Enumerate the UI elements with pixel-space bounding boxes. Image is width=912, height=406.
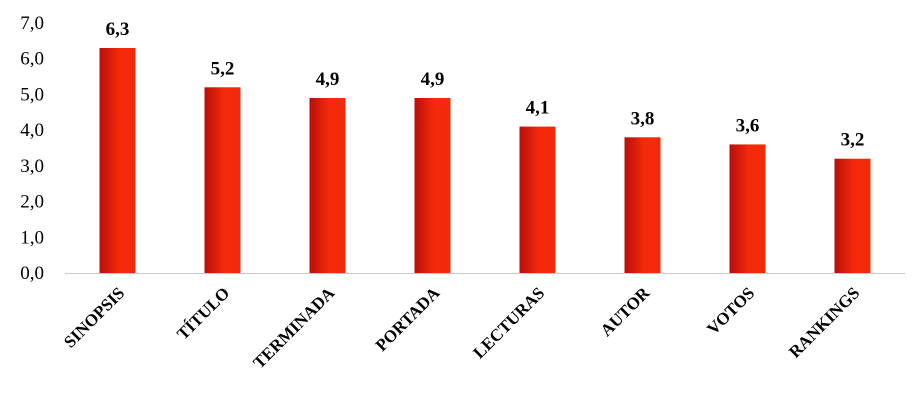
- bar-rankings: [834, 158, 871, 273]
- bar-lecturas: [519, 126, 556, 273]
- bars: [99, 48, 871, 274]
- x-tick-label: AUTOR: [597, 283, 654, 340]
- data-label: 6,3: [106, 19, 130, 40]
- bar-autor: [624, 137, 661, 273]
- bar-terminada: [309, 98, 346, 273]
- y-tick-label: 0,0: [20, 263, 44, 284]
- data-label: 4,9: [421, 69, 445, 90]
- bar-título: [204, 87, 241, 274]
- x-tick-label: VOTOS: [703, 283, 758, 338]
- data-label: 5,2: [211, 58, 235, 79]
- data-labels: 6,3 5,2 4,9 4,9 4,1 3,8 3,6 3,2: [106, 19, 865, 151]
- data-label: 4,1: [526, 98, 550, 119]
- x-tick-label: TERMINADA: [249, 283, 338, 372]
- x-tick-label: LECTURAS: [469, 283, 548, 362]
- data-label: 3,8: [631, 108, 655, 129]
- x-tick-label: RANKINGS: [785, 283, 863, 361]
- data-label: 4,9: [316, 69, 340, 90]
- y-tick-label: 5,0: [20, 84, 44, 105]
- x-tick-label: TÍTULO: [173, 283, 233, 343]
- y-tick-label: 7,0: [20, 13, 44, 34]
- bar-portada: [414, 98, 451, 273]
- y-tick-label: 1,0: [20, 227, 44, 248]
- y-tick-label: 4,0: [20, 120, 44, 141]
- data-label: 3,2: [841, 130, 865, 151]
- bar-votos: [729, 144, 766, 273]
- y-axis: 0,0 1,0 2,0 3,0 4,0 5,0 6,0 7,0: [20, 13, 44, 284]
- x-tick-label: SINOPSIS: [60, 283, 128, 351]
- data-label: 3,6: [736, 115, 760, 136]
- bar-sinopsis: [99, 48, 136, 273]
- x-axis-tick-labels: SINOPSIS TÍTULO TERMINADA PORTADA LECTURAS AU…: [60, 283, 863, 372]
- y-tick-label: 2,0: [20, 192, 44, 213]
- y-tick-label: 6,0: [20, 49, 44, 70]
- x-tick-label: PORTADA: [372, 283, 444, 355]
- y-tick-label: 3,0: [20, 156, 44, 177]
